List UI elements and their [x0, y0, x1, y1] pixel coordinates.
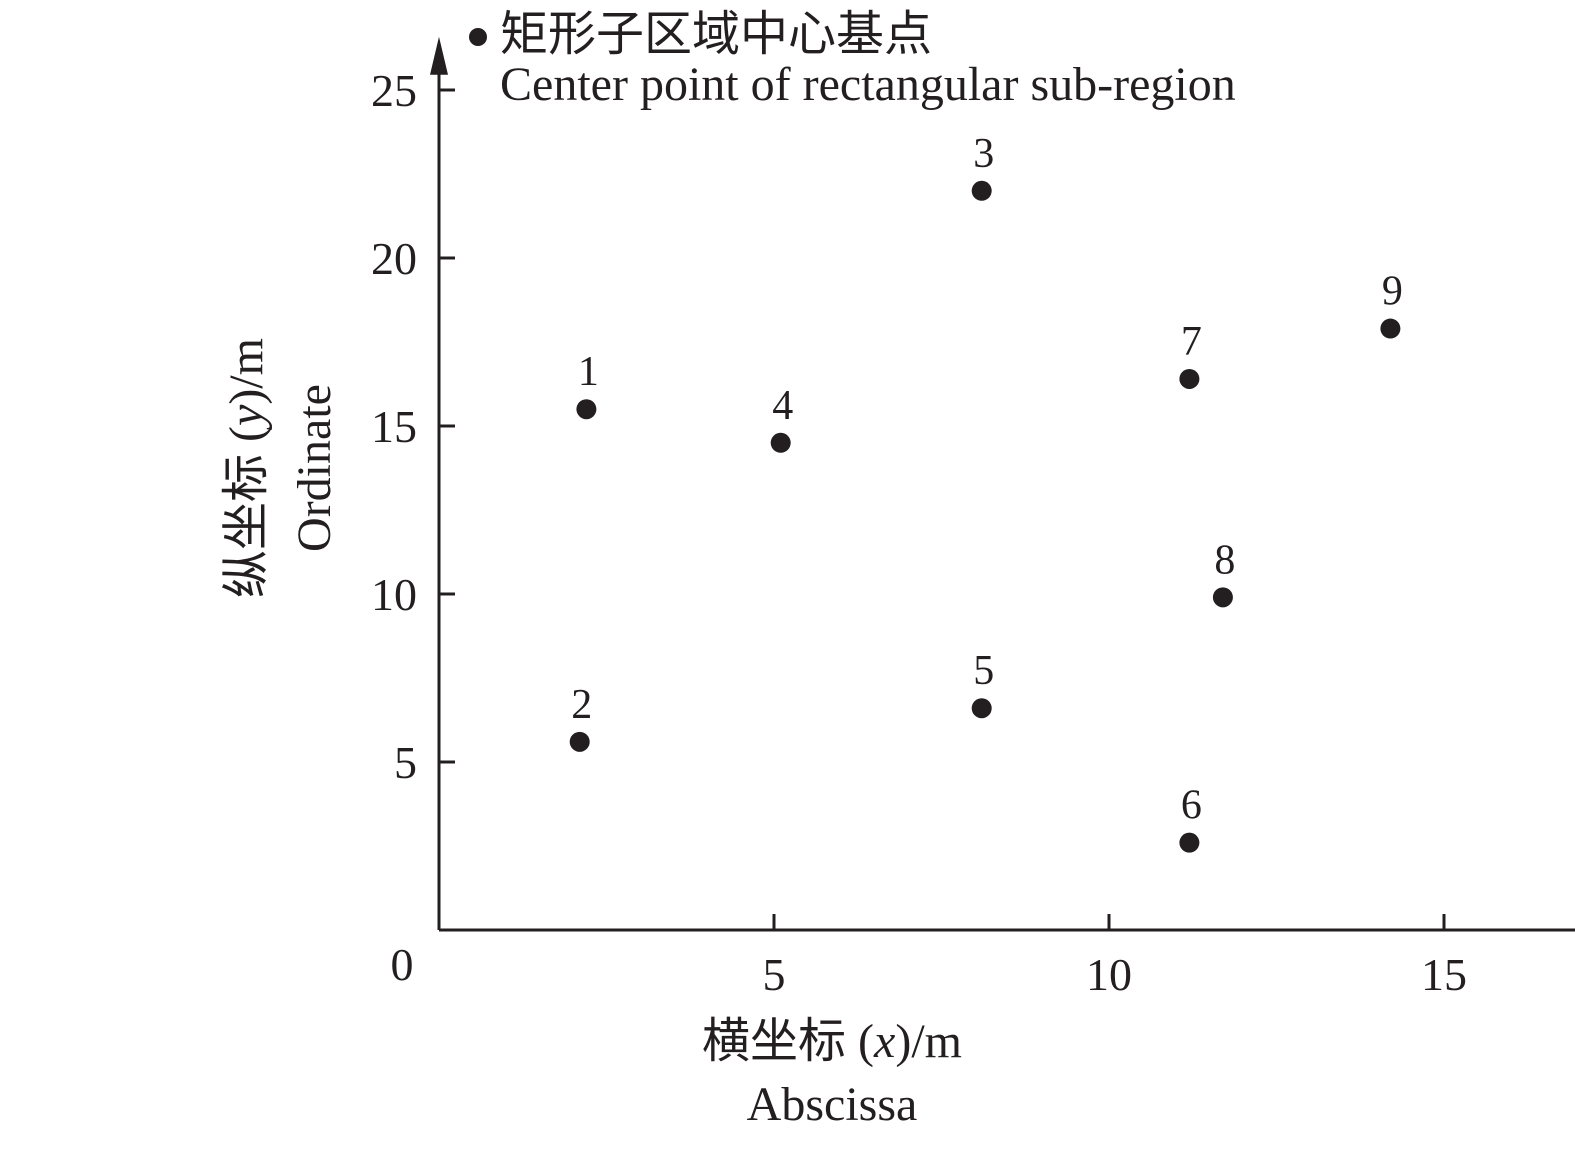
legend-marker: [469, 28, 487, 46]
data-point: [1179, 832, 1200, 853]
data-point: [770, 432, 791, 453]
point-label: 9: [1382, 269, 1403, 315]
legend: 矩形子区域中心基点 Center point of rectangular su…: [469, 8, 1236, 111]
point-label: 3: [973, 131, 994, 177]
y-axis-arrow: [430, 36, 448, 75]
x-tick-label: 5: [763, 949, 786, 1000]
point-label: 6: [1181, 783, 1202, 829]
x-axis-title-prefix: 横坐标 (: [702, 1015, 874, 1068]
x-tick-label: 15: [1421, 949, 1467, 1000]
y-tick-label: 25: [371, 65, 417, 116]
axis-titles: 横坐标 (x)/m Abscissa 纵坐标 (y)/m Ordinate: [220, 338, 962, 1131]
data-point: [1179, 368, 1200, 389]
origin-label: 0: [391, 939, 414, 990]
data-points: 1234567891011: [569, 131, 1575, 853]
point-label: 10: [1572, 131, 1575, 177]
axes: [430, 36, 1575, 932]
y-tick-label: 15: [371, 401, 417, 452]
data-point: [576, 399, 597, 420]
point-label: 7: [1181, 319, 1202, 365]
x-axis-title-suffix: )/m: [895, 1015, 962, 1068]
x-axis-title-cn: 横坐标 (x)/m: [702, 1015, 962, 1068]
point-label: 2: [571, 682, 592, 728]
y-axis-title-en: Ordinate: [288, 384, 341, 552]
y-tick-label: 10: [371, 569, 417, 620]
y-tick-label: 5: [394, 737, 417, 788]
axis-ticks: 5101520510152025: [371, 65, 1467, 1000]
data-point: [971, 180, 992, 201]
point-label: 4: [772, 383, 793, 429]
data-point: [569, 731, 590, 752]
x-axis-title-var: x: [873, 1015, 895, 1068]
y-axis-title-cn: 纵坐标 (y)/m: [220, 338, 273, 598]
point-label: 8: [1214, 537, 1235, 583]
y-axis-title-prefix: 纵坐标 (: [220, 426, 273, 598]
data-point: [1212, 587, 1233, 608]
x-axis-title-en: Abscissa: [747, 1078, 918, 1131]
legend-label-cn: 矩形子区域中心基点: [500, 8, 932, 61]
y-tick-label: 20: [371, 233, 417, 284]
point-label: 5: [973, 648, 994, 694]
y-axis-title-var: y: [220, 404, 273, 431]
x-tick-label: 10: [1086, 949, 1132, 1000]
y-axis-title-suffix: )/m: [220, 338, 273, 405]
data-point: [971, 698, 992, 719]
point-label: 1: [578, 349, 599, 395]
data-point: [1380, 318, 1401, 339]
legend-label-en: Center point of rectangular sub-region: [500, 58, 1236, 111]
